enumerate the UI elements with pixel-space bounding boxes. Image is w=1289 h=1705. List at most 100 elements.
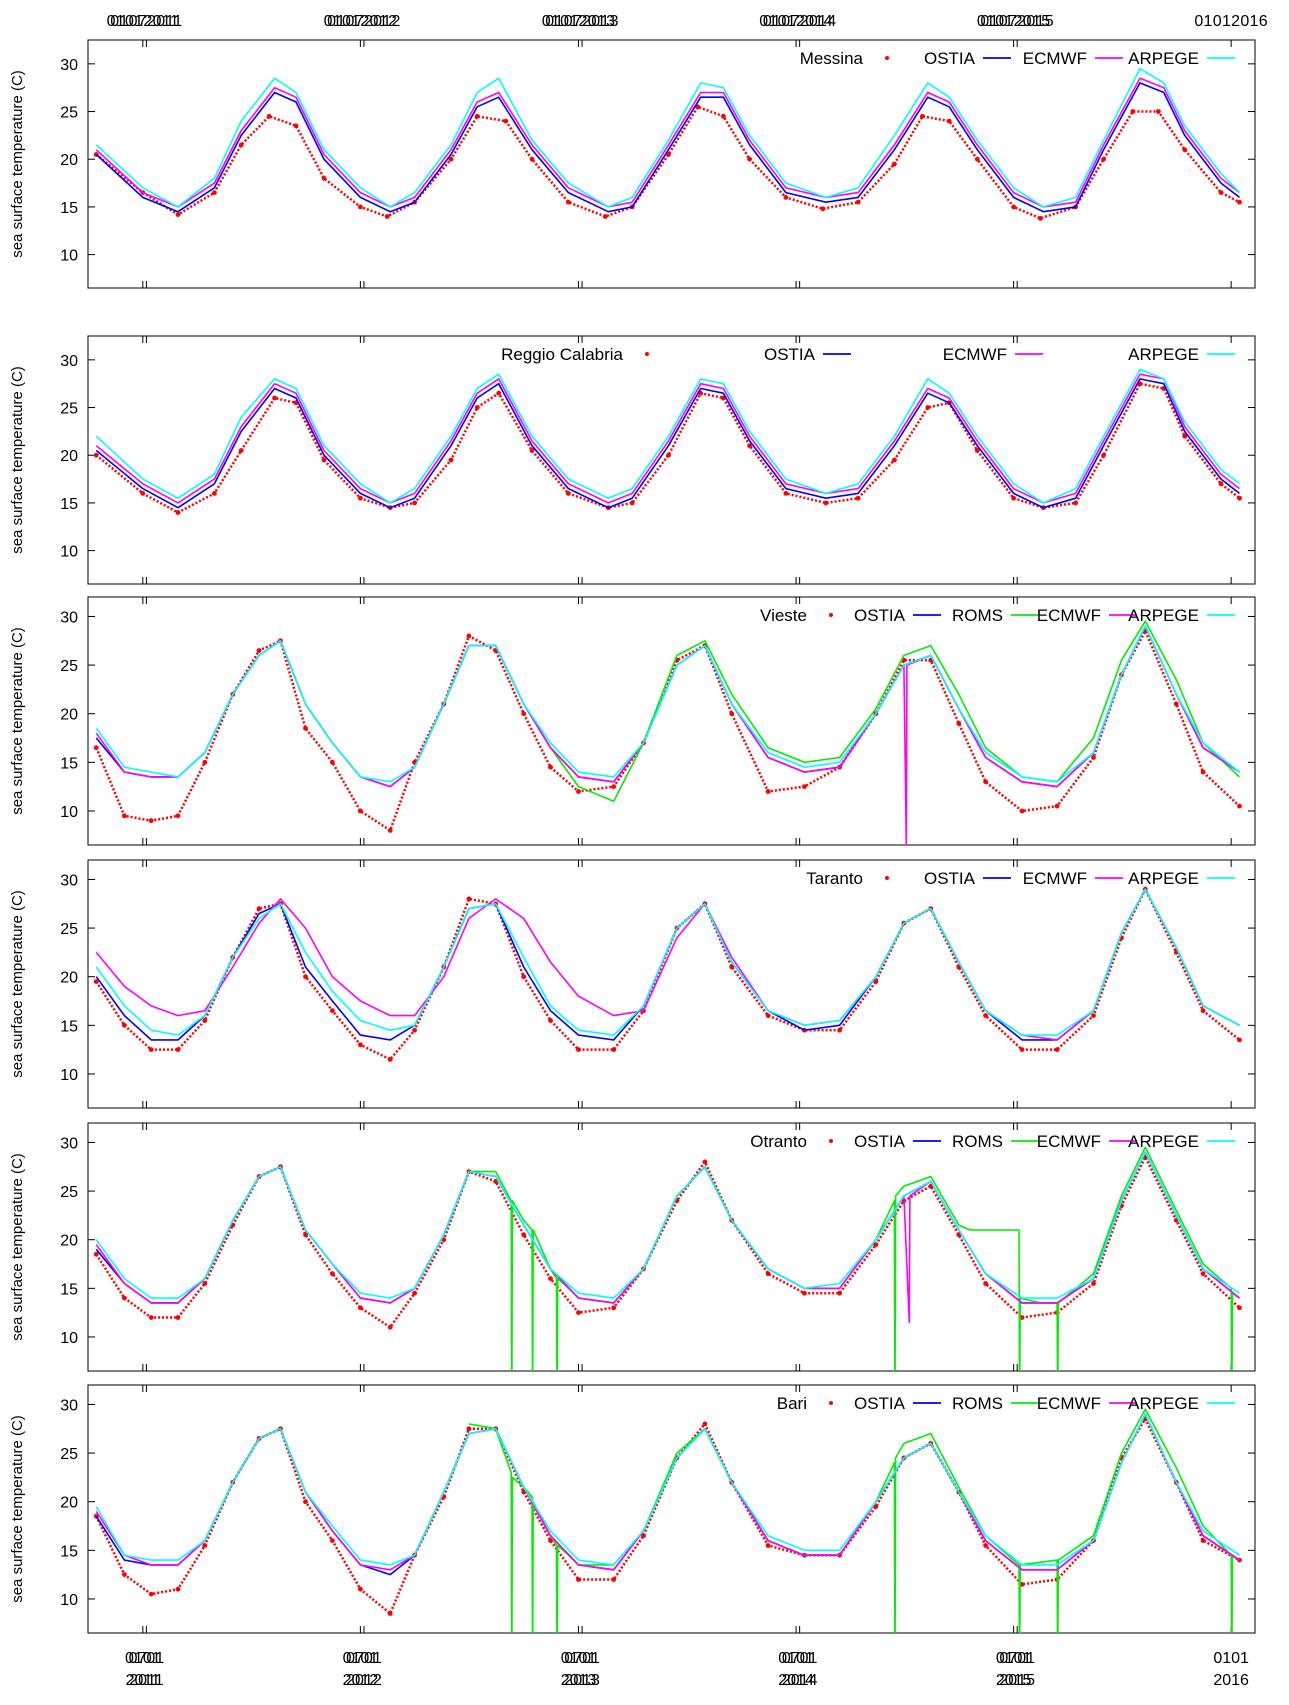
series-line-arpege [95,1151,1240,1299]
legend-label: OSTIA [854,606,906,625]
series-line-arpege [95,368,1240,504]
plot-area [93,67,1242,221]
x-tick-label-day: 0701 [999,1650,1035,1667]
legend-label: ECMWF [943,345,1007,364]
x-tick-label-year: 2011 [126,1672,161,1689]
y-tick-label: 15 [60,200,78,217]
series-line-arpege [95,67,1241,208]
legend-label: OSTIA [764,345,816,364]
y-axis-label: sea surface temperature (C) [9,1415,26,1603]
plot-area [93,368,1242,515]
top-axis-tick-label: 01012015 [977,13,1051,30]
panel-frame [87,39,1256,289]
legend-marker-observed [829,613,833,617]
x-tick-label-year: 2013 [561,1672,597,1689]
top-axis-tick-label: 01012013 [542,13,616,30]
series-line-ostia [95,378,1240,509]
y-tick-label: 30 [60,57,78,74]
legend-label: ROMS [952,606,1003,625]
y-tick-label: 25 [60,401,78,418]
legend-label: ARPEGE [1128,49,1199,68]
y-tick-label: 15 [60,1018,78,1035]
y-axis-label: sea surface temperature (C) [9,70,26,258]
x-tick-label-day: 0701 [564,1650,600,1667]
legend-label: ARPEGE [1128,606,1199,625]
y-tick-label: 15 [60,1543,78,1560]
y-tick-label: 30 [60,1397,78,1414]
top-axis-tick-label: 01012011 [107,13,179,30]
top-axis-tick-label: 01012012 [324,13,398,30]
series-line-ecmwf [95,1413,1240,1571]
top-axis-tick-label: 01072012 [327,13,401,30]
legend-label: Reggio Calabria [501,345,623,364]
plot-area [93,1146,1242,1371]
legend-label: ECMWF [1023,49,1087,68]
x-tick-label-day: 0101 [125,1650,161,1667]
y-tick-label: 10 [60,1330,78,1347]
y-tick-label: 30 [60,1135,78,1152]
y-tick-label: 25 [60,1184,78,1201]
x-tick-label-day: 0101 [778,1650,814,1667]
legend-marker-observed [645,352,649,356]
legend-label: Vieste [760,606,807,625]
plot-area [93,620,1242,845]
x-tick-label-day: 0101 [343,1650,379,1667]
legend-label: ECMWF [1037,1132,1101,1151]
panel-frame [87,1384,1256,1634]
y-tick-label: 25 [60,1446,78,1463]
y-tick-label: 30 [60,609,78,626]
legend-label: OSTIA [924,49,976,68]
x-tick-label-day: 0101 [1213,1650,1249,1667]
series-line-arpege [95,888,1240,1036]
series-line-roms [468,1408,1240,1633]
series-line-ecmwf [95,1151,1241,1324]
series-line-ostia [95,888,1240,1041]
legend-label: ARPEGE [1128,345,1199,364]
x-tick-label-day: 0101 [561,1650,597,1667]
x-tick-label-year: 2013 [564,1672,600,1689]
panel-frame [87,1122,1256,1372]
legend-label: OSTIA [924,869,976,888]
series-line-taranto [95,886,1241,1061]
y-tick-label: 15 [60,755,78,772]
legend-marker-observed [885,56,889,60]
top-axis-tick-label: 01072011 [110,13,182,30]
data-point-messina [1237,199,1242,205]
y-tick-label: 10 [60,1592,78,1609]
y-axis-label: sea surface temperature (C) [9,627,26,815]
y-tick-label: 25 [60,658,78,675]
legend-label: Taranto [806,869,863,888]
y-tick-label: 15 [60,496,78,513]
legend-marker-observed [885,876,889,880]
y-tick-label: 10 [60,804,78,821]
series-line-ecmwf [95,625,1240,845]
y-tick-label: 20 [60,1233,78,1250]
series-line-reggio-calabria [95,382,1241,514]
x-tick-label-year: 2011 [129,1672,164,1689]
x-tick-label-year: 2012 [343,1672,379,1689]
y-tick-label: 10 [60,544,78,561]
y-tick-label: 15 [60,1281,78,1298]
legend-label: Otranto [750,1132,807,1151]
series-line-ecmwf [95,77,1240,208]
legend-label: ARPEGE [1128,1394,1199,1413]
plot-area [93,886,1242,1062]
y-tick-label: 20 [60,1495,78,1512]
panel-frame [87,596,1256,846]
x-tick-label-day: 0101 [996,1650,1032,1667]
series-line-arpege [95,1413,1240,1566]
panel-bari: 10 15 20 25 30 sea surface temperature (C) Bar… [9,1384,1256,1634]
legend-label: OSTIA [854,1132,906,1151]
y-tick-label: 30 [60,872,78,889]
x-tick-label-year: 2015 [999,1672,1035,1689]
legend-label: ROMS [952,1132,1003,1151]
y-axis-label: sea surface temperature (C) [9,890,26,1078]
panel-frame [87,335,1256,585]
legend-label: Bari [777,1394,807,1413]
top-axis-tick-label: 01012014 [759,13,833,30]
x-tick-label-day: 0701 [129,1650,165,1667]
y-tick-label: 25 [60,921,78,938]
legend-label: ARPEGE [1128,1132,1199,1151]
panel-vieste: 10 15 20 25 30 sea surface temperature (C) Vie… [9,596,1256,846]
